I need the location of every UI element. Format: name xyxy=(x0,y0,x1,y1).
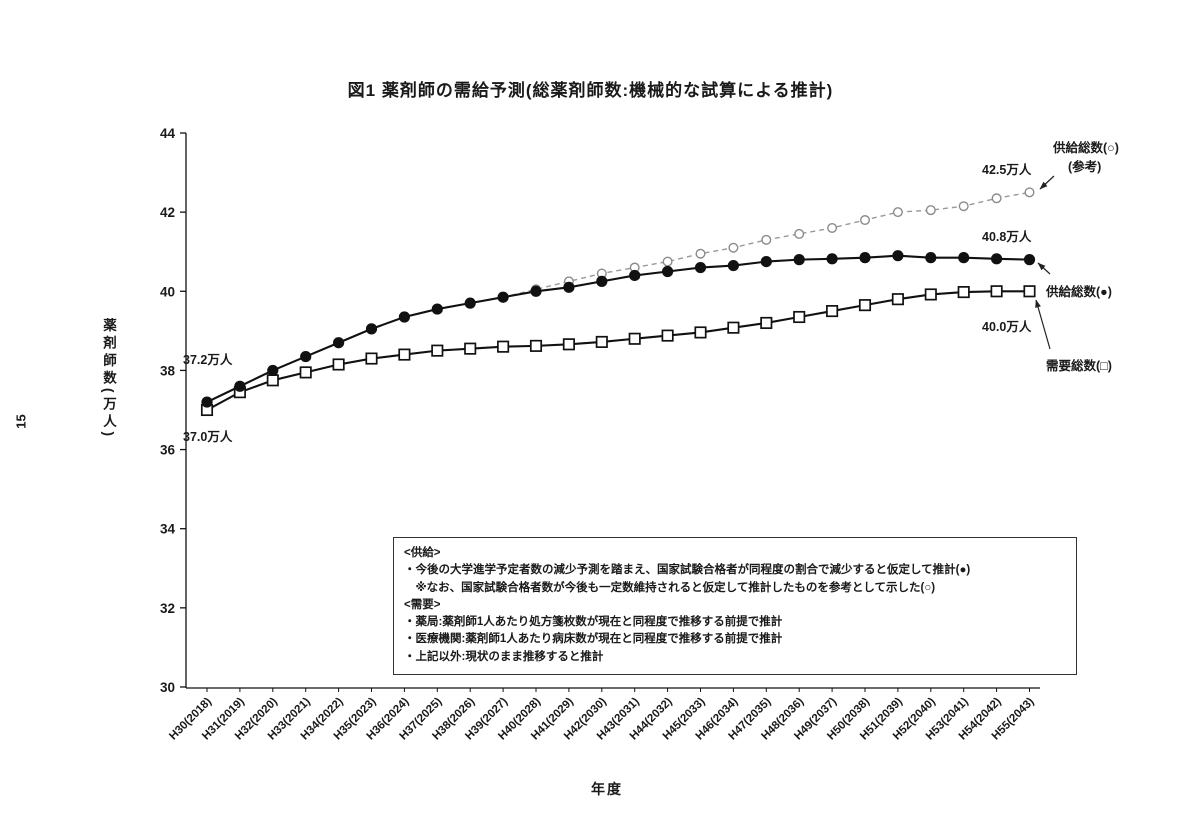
annotation-supply-start: 37.2万人 xyxy=(183,353,233,367)
series-filled-circle xyxy=(201,250,1036,408)
series-open-square xyxy=(200,285,1036,417)
note-line: <需要> xyxy=(404,598,441,611)
y-axis-title: 薬剤師数(万人) xyxy=(101,318,116,440)
svg-text:36: 36 xyxy=(160,443,176,458)
methodology-note-box: <供給> ・今後の大学進学予定者数の減少予測を踏まえ、国家試験合格者が同程度の割… xyxy=(393,537,1077,675)
note-line: <供給> xyxy=(404,547,441,559)
annotation-demand-end: 40.0万人 xyxy=(982,320,1032,334)
chart-series xyxy=(200,187,1036,417)
svg-text:42: 42 xyxy=(160,205,175,220)
note-line: ※なお、国家試験合格者数が今後も一定数維持されると仮定して推計したものを参考とし… xyxy=(404,581,936,594)
note-line: ・今後の大学進学予定者数の減少予測を踏まえ、国家試験合格者が同程度の割合で減少す… xyxy=(404,564,971,577)
note-line: ・上記以外:現状のまま推移すると推計 xyxy=(404,650,604,663)
annotation-demand-start: 37.0万人 xyxy=(183,430,233,444)
annotation-supply-end: 40.8万人 xyxy=(982,230,1032,244)
note-line: ・薬局:薬剤師1人あたり処方箋枚数が現在と同程度で推移する前提で推計 xyxy=(404,616,783,628)
x-axis-title: 年度 xyxy=(591,781,623,797)
chart-title: 図1 薬剤師の需給予測(総薬剤師数:機械的な試算による推計) xyxy=(347,81,834,100)
svg-text:44: 44 xyxy=(160,126,176,141)
annotation-open-end: 42.5万人 xyxy=(982,163,1032,177)
svg-text:40: 40 xyxy=(160,284,175,299)
legend-open-circle: 供給総数(○) xyxy=(1053,141,1119,155)
svg-text:38: 38 xyxy=(160,363,176,378)
svg-text:32: 32 xyxy=(160,601,175,616)
note-line: ・医療機関:薬剤師1人あたり病床数が現在と同程度で推移する前提で推計 xyxy=(404,633,783,646)
svg-text:30: 30 xyxy=(160,680,175,695)
legend-demand: 需要総数(□) xyxy=(1046,359,1112,373)
legend-open-circle-sub: (参考) xyxy=(1068,160,1102,174)
svg-text:34: 34 xyxy=(160,522,176,537)
annotation-arrows xyxy=(1035,175,1055,350)
legend-supply: 供給総数(●) xyxy=(1046,285,1112,299)
